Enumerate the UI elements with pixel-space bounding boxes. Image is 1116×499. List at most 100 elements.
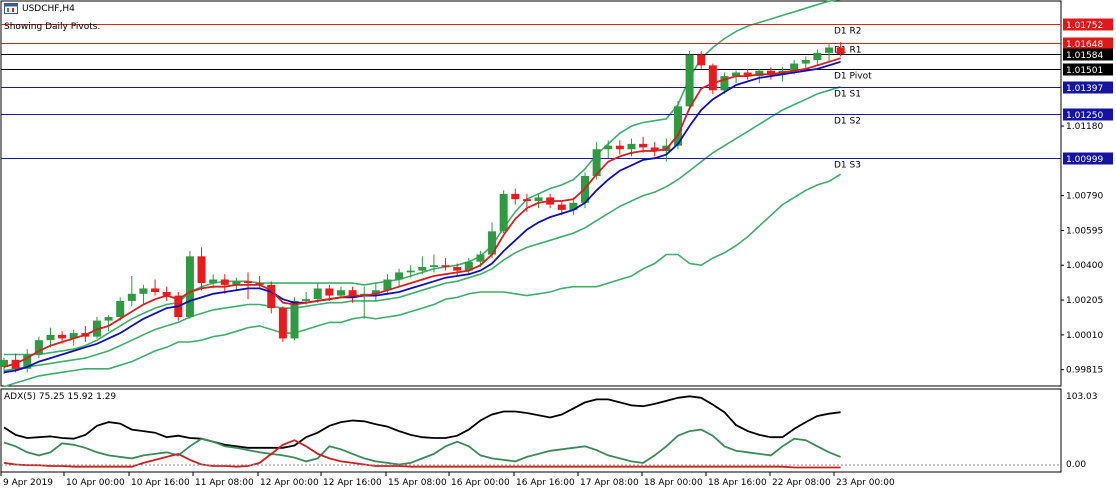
middle-band-line — [3, 86, 841, 372]
price-tag-label: 1.01397 — [1066, 84, 1103, 94]
bull-candle — [534, 197, 543, 201]
price-tag — [1063, 81, 1113, 94]
y-tick-label: 1.00400 — [1066, 261, 1103, 271]
bull-candle — [685, 54, 694, 107]
bear-candle — [708, 65, 717, 91]
adx-tick-label: 0.00 — [1066, 460, 1086, 470]
x-tick-label: 12 Apr 00:00 — [260, 478, 319, 488]
bull-candle — [406, 270, 415, 273]
bull-candle — [116, 300, 125, 318]
bear-candle — [836, 47, 845, 54]
x-tick-label: 12 Apr 16:00 — [323, 478, 382, 488]
price-tag-label: 1.01752 — [1066, 21, 1103, 31]
y-tick-label: 1.01180 — [1066, 122, 1103, 132]
bear-candle — [162, 292, 171, 296]
window-icon — [4, 3, 18, 14]
fast-ma-line — [3, 57, 841, 368]
bull-candle — [290, 300, 299, 339]
bull-candle — [395, 272, 404, 280]
bull-candle — [801, 60, 810, 64]
pivot-label: D1 R2 — [834, 27, 862, 37]
bull-candle — [371, 290, 380, 294]
bull-candle — [755, 70, 764, 77]
price-tag-label: 1.01584 — [1066, 51, 1103, 61]
bull-candle — [627, 143, 636, 150]
bull-candle — [604, 145, 613, 150]
adx-line — [3, 395, 841, 449]
bear-candle — [267, 284, 276, 309]
x-tick-label: 23 Apr 00:00 — [836, 478, 895, 488]
bear-candle — [220, 279, 229, 285]
bull-candle — [313, 288, 322, 300]
price-tag-label: 1.00999 — [1066, 155, 1103, 165]
bull-candle — [336, 290, 345, 296]
y-tick-label: 1.00010 — [1066, 331, 1103, 341]
bull-candle — [302, 299, 311, 301]
bull-candle — [418, 267, 427, 271]
bull-candle — [569, 202, 578, 210]
x-tick-label: 15 Apr 08:00 — [388, 478, 447, 488]
bull-candle — [104, 317, 113, 321]
plus-di-line — [3, 428, 841, 466]
adx-title: ADX(5) 75.25 15.92 1.29 — [4, 392, 117, 402]
bull-candle — [46, 334, 55, 341]
bear-candle — [348, 290, 357, 296]
bear-candle — [522, 199, 531, 201]
price-tag — [1063, 18, 1113, 31]
bull-candle — [232, 281, 241, 285]
bear-candle — [255, 283, 264, 285]
pivot-label: D1 S1 — [834, 90, 861, 100]
bull-candle — [209, 279, 218, 284]
bear-candle — [766, 70, 775, 75]
minus-di-line — [3, 439, 841, 469]
bull-candle — [720, 76, 729, 91]
pivot-label: D1 S3 — [834, 161, 861, 171]
pivot-label: D1 Pivot — [834, 72, 872, 82]
bear-candle — [58, 334, 67, 339]
bull-candle — [732, 72, 741, 77]
y-tick-label: 1.00790 — [1066, 192, 1103, 202]
bull-candle — [673, 106, 682, 146]
price-tag-label: 1.01501 — [1066, 66, 1103, 76]
x-tick-label: 18 Apr 16:00 — [708, 478, 767, 488]
price-tag — [1063, 63, 1113, 76]
bull-candle — [185, 256, 194, 318]
bear-candle — [639, 143, 648, 148]
pivot-label: D1 R1 — [834, 46, 862, 56]
bull-candle — [476, 254, 485, 262]
adx-plot-frame — [0, 388, 1062, 473]
bear-candle — [511, 193, 520, 200]
bull-candle — [383, 279, 392, 291]
bull-candle — [488, 231, 497, 255]
bull-candle — [127, 293, 136, 301]
price-tag-label: 1.01648 — [1066, 40, 1103, 50]
price-tag — [1063, 48, 1113, 61]
bull-candle — [429, 265, 438, 268]
price-tag-label: 1.01250 — [1066, 111, 1103, 121]
bear-candle — [557, 204, 566, 210]
pivot-label: D1 S2 — [834, 117, 861, 127]
pivot-caption: Showing Daily Pivots. — [4, 22, 101, 32]
bull-candle — [592, 149, 601, 177]
bear-candle — [244, 281, 253, 284]
x-tick-label: 11 Apr 08:00 — [195, 478, 254, 488]
bear-candle — [441, 265, 450, 268]
bull-candle — [813, 52, 822, 61]
x-tick-label: 16 Apr 16:00 — [516, 478, 575, 488]
bull-candle — [69, 333, 78, 339]
bear-candle — [325, 288, 334, 296]
bull-candle — [464, 261, 473, 271]
x-tick-label: 16 Apr 00:00 — [451, 478, 510, 488]
bull-candle — [499, 193, 508, 232]
x-tick-label: 10 Apr 00:00 — [66, 478, 125, 488]
x-tick-label: 18 Apr 00:00 — [644, 478, 703, 488]
bull-candle — [139, 288, 148, 294]
bear-candle — [197, 256, 206, 284]
bear-candle — [151, 288, 160, 293]
bull-candle — [0, 359, 8, 367]
x-tick-label: 22 Apr 08:00 — [772, 478, 831, 488]
bear-candle — [278, 308, 287, 339]
bull-candle — [34, 340, 43, 355]
